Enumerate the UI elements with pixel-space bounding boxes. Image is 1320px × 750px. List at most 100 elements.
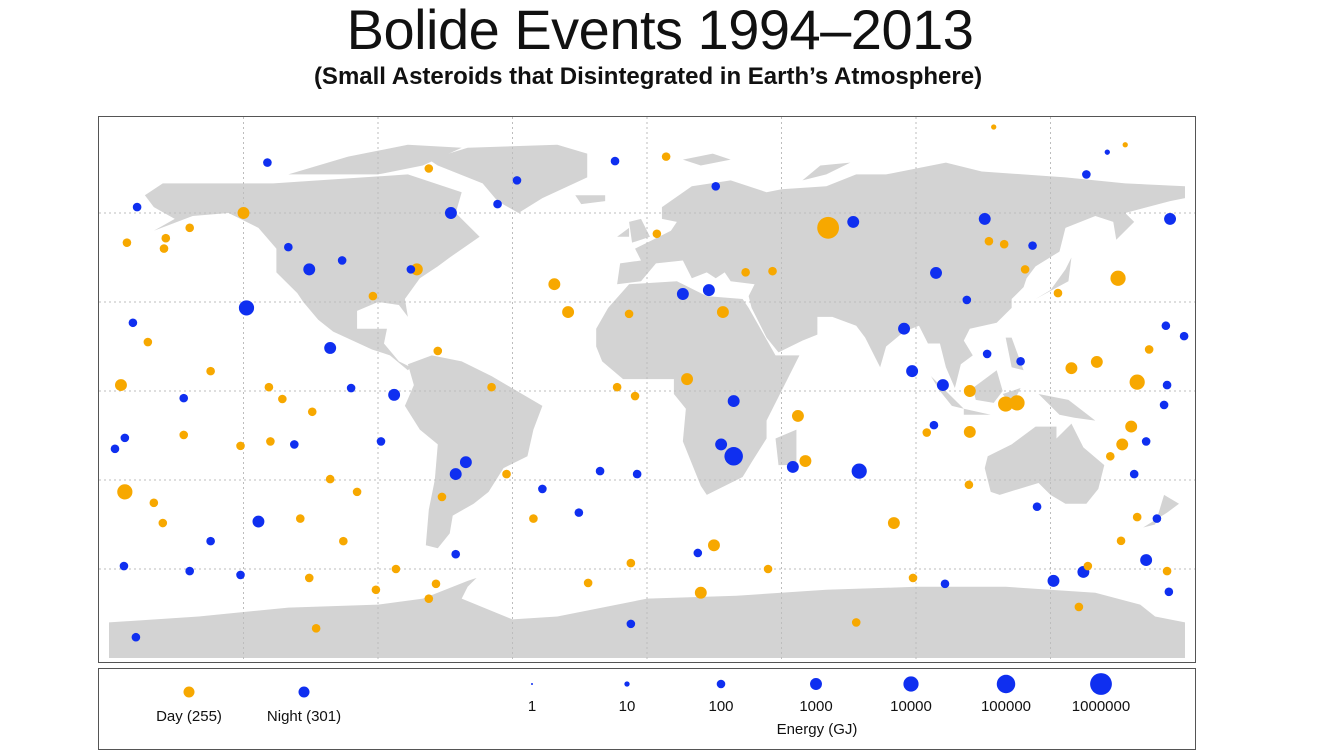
bolide-point-day [295,514,305,523]
landmass [629,218,650,243]
bolide-point-night [702,284,715,297]
bolide-point-day [117,484,133,500]
bolide-point-day [562,306,575,319]
bolide-point-night [238,300,255,316]
bolide-point-day [768,266,777,276]
landmass [682,153,731,166]
bolide-point-day [1122,142,1128,148]
bolide-point-night [337,256,347,265]
bolide-point-night [324,342,337,354]
bolide-point-day [1074,602,1084,612]
bolide-point-night [206,536,215,546]
legend-day-label: Day (255) [156,708,222,725]
bolide-point-night [715,438,728,451]
legend-energy-label: 100 [708,698,734,715]
bolide-point-night [303,263,316,276]
landmass [1035,257,1072,300]
bolide-point-night [1159,400,1169,410]
landmass [617,162,1185,389]
bolide-point-day [998,396,1014,412]
bolide-point-day [851,618,861,627]
bolide-point-night [449,468,462,481]
legend-day-marker [183,686,195,698]
bolide-point-night [132,202,142,212]
bolide-point-night [595,466,605,476]
bolide-point-night [459,456,472,469]
bolide-point-night [906,365,919,378]
bolide-point-night [936,379,949,392]
legend-energy-label: 1000 [799,698,833,715]
bolide-point-night [185,566,194,576]
bolide-point-night [626,619,636,629]
bolide-point-day [612,382,622,392]
bolide-point-day [626,558,636,568]
bolide-point-night [982,349,992,359]
bolide-point-day [1083,561,1093,571]
landmass [1038,393,1096,421]
legend-energy-marker [996,674,1016,694]
legend-energy-label: 10000 [890,698,932,715]
map-title: Bolide Events 1994–2013 [346,0,974,61]
bolide-point-night [786,460,799,473]
bolide-point-night [1016,357,1025,366]
bolide-point-night [263,158,272,167]
legend-marks [183,673,1112,698]
bolide-point-night [1104,149,1110,155]
bolide-point-day [908,573,918,583]
bolide-point-night [179,393,189,403]
legend-energy-marker [810,678,822,690]
bolide-point-night [610,156,620,166]
bolide-point-day [502,469,511,479]
bolide-point-night [632,469,642,479]
landmass [1143,494,1180,528]
bolide-point-day [433,346,443,356]
bolide-point-day [206,366,215,376]
bolide-point-night [538,484,547,494]
map-canvas [99,117,1195,662]
bolide-point-day [159,244,169,253]
bolide-point-day [963,425,976,438]
bolide-point-day [1125,420,1138,433]
bolide-point-day [1132,512,1142,522]
landmass [972,370,1003,403]
bolide-point-day [763,564,773,574]
bolide-point-night [346,383,356,393]
landmass [984,423,1105,504]
bolide-point-night [236,570,245,580]
bolide-point-day [1105,451,1115,461]
bolide-point-night [1164,587,1174,597]
bolide-point-day [652,229,662,239]
bolide-point-night [1032,502,1042,512]
bolide-point-day [1009,395,1025,411]
landmass [428,144,588,213]
legend-energy-label: 1 [527,698,537,715]
landmass [1002,388,1021,406]
bolide-point-night [1179,331,1189,341]
bolide-point-day [352,487,362,497]
bolide-point-day [630,391,640,401]
landmass [930,376,964,409]
bolide-point-night [376,437,386,446]
bolide-point-day [158,518,168,528]
landmass [802,162,851,181]
legend-energy-marker [903,676,919,692]
legend-night-label: Night (301) [266,708,342,725]
legend-energy-marker [716,679,726,689]
bolide-point-day [1144,345,1154,354]
bolide-point-night [1161,321,1171,331]
bolide-point-night [978,212,991,225]
bolide-point-night [898,322,910,335]
bolide-point-night [724,447,743,466]
bolide-point-day [624,309,634,319]
bolide-point-night [284,242,293,252]
bolide-point-night [1162,380,1172,390]
legend-energy-label: 100000 [980,698,1032,715]
legend-energy-marker [624,681,630,687]
bolide-point-day [424,594,434,603]
bolide-point-night [574,508,584,517]
legend: Day (255) Night (301) 1 10 100 1000 10000 100… [98,668,1196,750]
bolide-point-day [161,233,171,243]
bolide-point-day [681,373,694,386]
bolide-point-night [120,433,130,443]
bolide-point-day [694,586,707,599]
